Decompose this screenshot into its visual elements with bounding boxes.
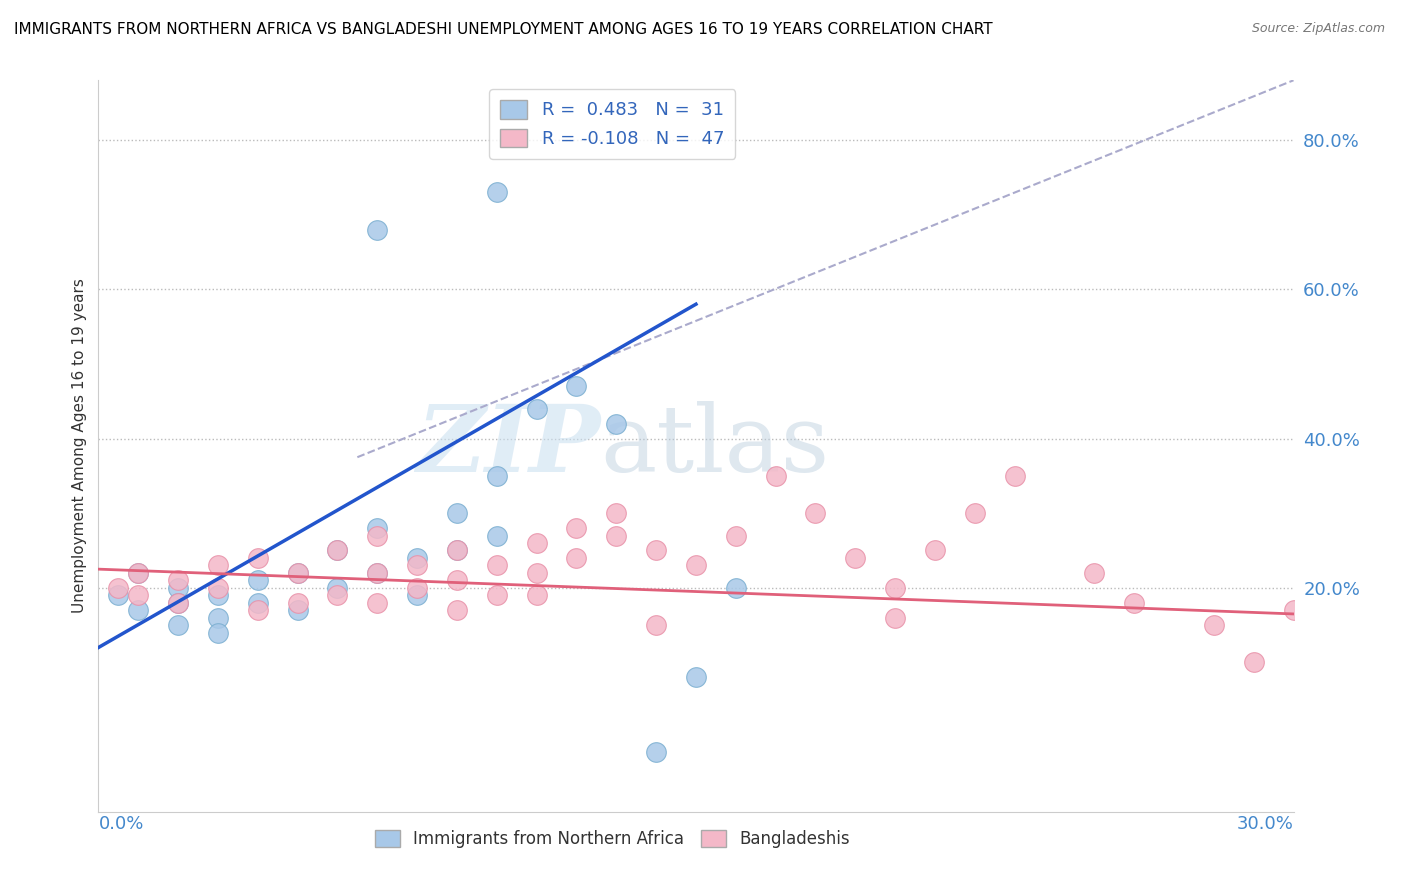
- Point: [565, 551, 588, 566]
- Point: [246, 603, 269, 617]
- Point: [1243, 656, 1265, 670]
- Point: [366, 596, 388, 610]
- Point: [246, 574, 269, 588]
- Point: [884, 581, 907, 595]
- Point: [526, 401, 548, 416]
- Point: [724, 528, 747, 542]
- Point: [446, 506, 468, 520]
- Point: [366, 222, 388, 236]
- Point: [366, 521, 388, 535]
- Point: [366, 528, 388, 542]
- Point: [326, 543, 349, 558]
- Point: [1202, 618, 1225, 632]
- Text: 30.0%: 30.0%: [1237, 815, 1294, 833]
- Point: [526, 566, 548, 580]
- Point: [485, 468, 508, 483]
- Point: [446, 574, 468, 588]
- Legend: Immigrants from Northern Africa, Bangladeshis: Immigrants from Northern Africa, Banglad…: [368, 823, 856, 855]
- Point: [167, 618, 190, 632]
- Point: [685, 558, 707, 573]
- Point: [485, 558, 508, 573]
- Point: [565, 521, 588, 535]
- Point: [446, 603, 468, 617]
- Point: [685, 670, 707, 684]
- Point: [326, 543, 349, 558]
- Point: [107, 581, 129, 595]
- Point: [127, 566, 149, 580]
- Point: [963, 506, 986, 520]
- Point: [366, 566, 388, 580]
- Point: [287, 596, 309, 610]
- Text: atlas: atlas: [600, 401, 830, 491]
- Point: [127, 603, 149, 617]
- Point: [127, 588, 149, 602]
- Point: [485, 186, 508, 200]
- Point: [1123, 596, 1146, 610]
- Point: [207, 625, 229, 640]
- Point: [765, 468, 787, 483]
- Point: [246, 596, 269, 610]
- Point: [605, 528, 627, 542]
- Point: [485, 588, 508, 602]
- Point: [605, 506, 627, 520]
- Point: [406, 551, 429, 566]
- Point: [287, 603, 309, 617]
- Point: [167, 581, 190, 595]
- Point: [167, 574, 190, 588]
- Point: [167, 596, 190, 610]
- Point: [366, 566, 388, 580]
- Text: 0.0%: 0.0%: [98, 815, 143, 833]
- Text: IMMIGRANTS FROM NORTHERN AFRICA VS BANGLADESHI UNEMPLOYMENT AMONG AGES 16 TO 19 : IMMIGRANTS FROM NORTHERN AFRICA VS BANGL…: [14, 22, 993, 37]
- Point: [446, 543, 468, 558]
- Point: [485, 528, 508, 542]
- Point: [406, 581, 429, 595]
- Point: [127, 566, 149, 580]
- Point: [326, 581, 349, 595]
- Point: [1282, 603, 1305, 617]
- Point: [287, 566, 309, 580]
- Point: [565, 379, 588, 393]
- Text: Source: ZipAtlas.com: Source: ZipAtlas.com: [1251, 22, 1385, 36]
- Point: [605, 417, 627, 431]
- Point: [446, 543, 468, 558]
- Y-axis label: Unemployment Among Ages 16 to 19 years: Unemployment Among Ages 16 to 19 years: [72, 278, 87, 614]
- Point: [526, 588, 548, 602]
- Text: ZIP: ZIP: [416, 401, 600, 491]
- Point: [207, 558, 229, 573]
- Point: [1004, 468, 1026, 483]
- Point: [1083, 566, 1105, 580]
- Point: [406, 558, 429, 573]
- Point: [207, 581, 229, 595]
- Point: [844, 551, 866, 566]
- Point: [526, 536, 548, 550]
- Point: [724, 581, 747, 595]
- Point: [207, 588, 229, 602]
- Point: [287, 566, 309, 580]
- Point: [645, 543, 668, 558]
- Point: [107, 588, 129, 602]
- Point: [406, 588, 429, 602]
- Point: [207, 610, 229, 624]
- Point: [884, 610, 907, 624]
- Point: [645, 618, 668, 632]
- Point: [167, 596, 190, 610]
- Point: [326, 588, 349, 602]
- Point: [246, 551, 269, 566]
- Point: [645, 745, 668, 759]
- Point: [924, 543, 946, 558]
- Point: [804, 506, 827, 520]
